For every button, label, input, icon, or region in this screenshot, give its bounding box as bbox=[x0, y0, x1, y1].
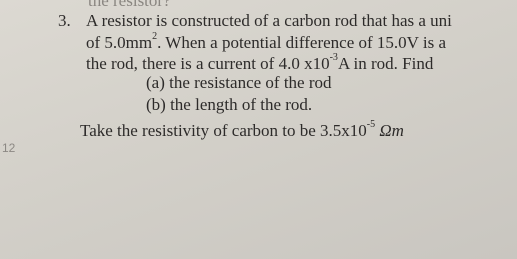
text-run: the rod, there is a current of 4.0 x10 bbox=[86, 54, 330, 73]
question-number: 3. bbox=[58, 11, 71, 30]
text-line: A resistor is constructed of a carbon ro… bbox=[86, 11, 452, 31]
margin-mark: 12 bbox=[2, 141, 16, 155]
superscript: -3 bbox=[329, 52, 338, 64]
text-line: the rod, there is a current of 4.0 x10-3… bbox=[86, 52, 434, 74]
superscript: -5 bbox=[366, 119, 376, 131]
text-run: Ωm bbox=[375, 121, 404, 140]
superscript: 2 bbox=[152, 31, 158, 43]
sub-question: (a) the resistance of the rod bbox=[146, 73, 332, 92]
text-run: of 5.0mm bbox=[86, 33, 153, 52]
text-run: A in rod. Find bbox=[337, 54, 434, 73]
text-line: Take the resistivity of carbon to be 3.5… bbox=[80, 119, 404, 141]
sub-question: (b) the length of the rod. bbox=[146, 95, 313, 114]
text-line: of 5.0mm2. When a potential difference o… bbox=[86, 31, 447, 53]
text-run: A resistor is constructed of a carbon ro… bbox=[86, 11, 452, 30]
text-run: . When a potential difference of 15.0V i… bbox=[157, 33, 447, 52]
text-run: Take the resistivity of carbon to be 3.5… bbox=[80, 121, 367, 140]
header-fragment: the resistor? bbox=[88, 0, 171, 10]
